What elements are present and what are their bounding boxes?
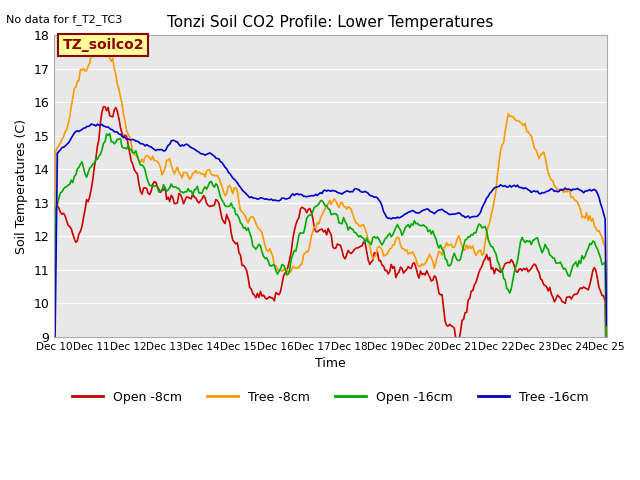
Line: Open -16cm: Open -16cm [54,133,607,386]
Legend: Open -8cm, Tree -8cm, Open -16cm, Tree -16cm: Open -8cm, Tree -8cm, Open -16cm, Tree -… [67,386,594,409]
Open -16cm [51,348,58,354]
Text: TZ_soilco2: TZ_soilco2 [63,38,144,52]
Title: Tonzi Soil CO2 Profile: Lower Temperatures: Tonzi Soil CO2 Profile: Lower Temperatur… [167,15,493,30]
Y-axis label: Soil Temperatures (C): Soil Temperatures (C) [15,119,28,253]
Open -8cm [216,208,224,214]
Open -16cm [235,215,243,221]
Tree -8cm [573,200,581,205]
Open -8cm [100,104,108,109]
Tree -8cm [235,199,243,205]
Open -8cm [235,250,243,255]
Open -8cm [244,275,252,281]
Tree -16cm [244,193,252,199]
Text: No data for f_T2_TC3: No data for f_T2_TC3 [6,14,123,25]
Tree -16cm [235,182,243,188]
Tree -16cm [88,121,95,127]
Tree -8cm [244,220,252,226]
Line: Tree -8cm: Tree -8cm [54,41,607,379]
Open -8cm [120,135,127,141]
Open -8cm [573,291,581,297]
Open -16cm [294,241,301,247]
Tree -8cm [294,264,301,270]
Open -8cm [294,217,301,223]
X-axis label: Time: Time [315,357,346,370]
Open -16cm [573,264,581,270]
Tree -8cm [216,180,224,185]
Tree -8cm [603,376,611,382]
Open -16cm [603,383,611,389]
Open -16cm [120,145,127,151]
Open -8cm [603,412,611,418]
Open -16cm [244,225,252,231]
Tree -16cm [573,186,581,192]
Tree -8cm [92,38,100,44]
Tree -8cm [120,111,127,117]
Tree -16cm [216,159,224,165]
Tree -16cm [603,323,611,328]
Open -16cm [106,131,113,136]
Tree -8cm [51,310,58,316]
Tree -16cm [120,134,127,140]
Open -16cm [216,194,224,200]
Tree -16cm [294,191,301,197]
Line: Tree -16cm: Tree -16cm [54,124,607,397]
Tree -16cm [51,394,58,400]
Open -8cm [51,348,58,354]
Line: Open -8cm: Open -8cm [54,107,607,415]
